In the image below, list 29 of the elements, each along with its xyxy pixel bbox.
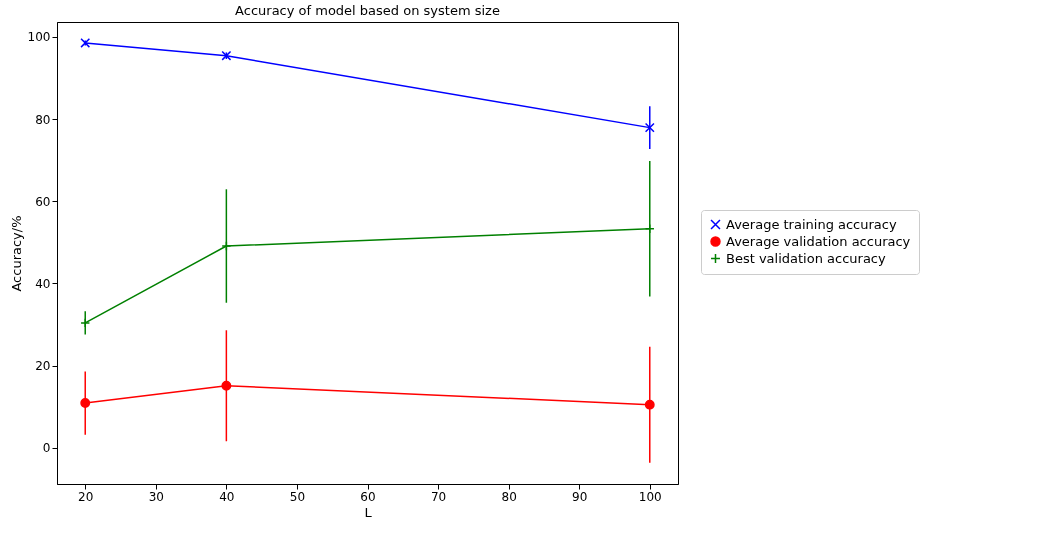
point <box>80 317 91 328</box>
legend-label: Average training accuracy <box>726 216 897 232</box>
x-tick-label: 90 <box>572 489 588 504</box>
y-tick-label: 40 <box>35 276 51 291</box>
point <box>644 399 655 410</box>
x-tick-label: 70 <box>430 489 447 504</box>
x-tick-label: 60 <box>360 489 376 504</box>
x-tick-label: 30 <box>148 489 164 504</box>
point <box>221 380 232 391</box>
y-tick-label: 60 <box>35 194 51 209</box>
point <box>221 241 232 251</box>
y-tick-label: 80 <box>35 112 51 127</box>
x-tick-label: 50 <box>289 489 306 504</box>
x-tick-label: 20 <box>78 489 94 504</box>
point <box>644 122 655 133</box>
legend-label: Average validation accuracy <box>726 233 911 249</box>
y-tick-label: 100 <box>27 30 51 45</box>
point <box>80 398 91 408</box>
x-tick-label: 40 <box>219 489 235 504</box>
x-tick-label: 100 <box>638 489 662 504</box>
point <box>221 50 232 61</box>
y-tick-label: 20 <box>35 359 51 374</box>
legend-label: Best validation accuracy <box>726 250 887 266</box>
x-axis-title: L <box>364 504 373 520</box>
x-tick-label: 80 <box>501 489 517 504</box>
point <box>80 38 91 48</box>
y-tick-label: 0 <box>42 441 51 456</box>
chart-title: Accuracy of model based on system size <box>235 3 500 18</box>
y-axis-title: Accuracy/% <box>8 215 24 292</box>
